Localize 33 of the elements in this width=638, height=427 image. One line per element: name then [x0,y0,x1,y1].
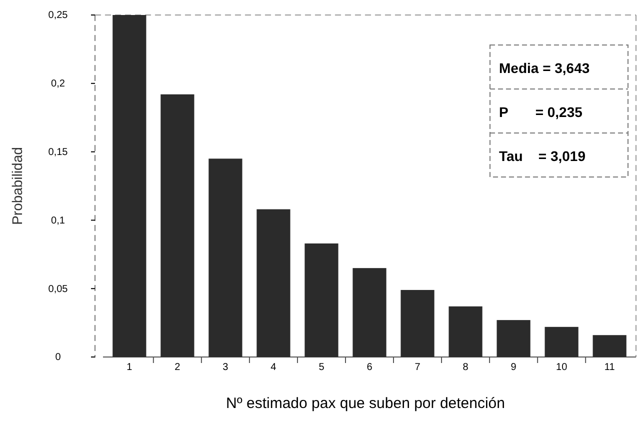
y-tick-label: 0,15 [48,147,68,158]
y-tick-label: 0,05 [48,284,68,295]
bar [544,326,578,357]
bar [448,306,482,357]
bar [208,158,242,357]
bar [160,94,194,357]
y-axis-title: Probabilidad [9,147,25,225]
x-tick-label: 1 [126,362,133,373]
x-tick-label: 11 [604,362,616,373]
bar [592,335,626,357]
y-tick-label: 0,25 [48,10,68,22]
x-tick-label: 5 [318,362,325,373]
annotation: Tau = 3,019 [499,148,586,164]
x-tick-label: 10 [556,362,568,373]
bar [496,320,530,357]
y-tick-label: 0,1 [51,215,66,226]
x-tick-label: 6 [366,362,373,373]
x-tick-label: 7 [414,362,421,373]
annotation: P = 0,235 [499,104,583,120]
x-axis-title: Nº estimado pax que suben por detención [226,395,505,412]
x-tick-label: 2 [174,362,181,373]
x-tick-label: 4 [270,362,277,373]
x-tick-label: 8 [462,362,469,373]
annotation: Media = 3,643 [499,60,590,76]
y-tick-label: 0 [55,352,62,364]
bar [352,268,386,357]
bar [400,290,434,357]
y-tick-label: 0,2 [51,78,66,90]
x-tick-label: 9 [510,362,517,373]
x-tick-label: 3 [222,362,229,373]
bar [256,209,290,357]
bar [112,15,146,357]
bar [304,243,338,357]
